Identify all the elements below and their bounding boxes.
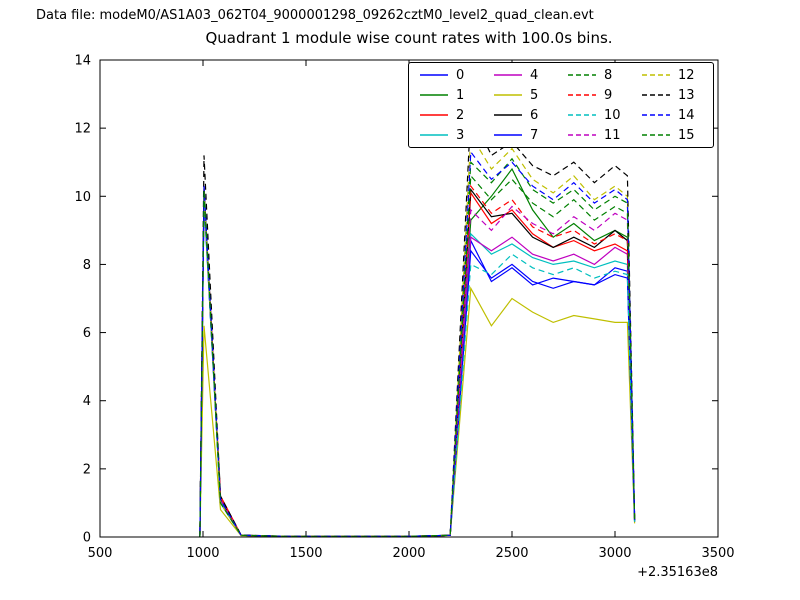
legend-item-3: 3 xyxy=(413,128,487,143)
legend-line-sample xyxy=(642,134,670,136)
legend-label: 4 xyxy=(530,67,539,83)
x-tick-label: 3000 xyxy=(598,546,631,561)
legend-item-5: 5 xyxy=(487,88,561,103)
x-axis-offset-label: +2.35163e8 xyxy=(637,565,718,580)
legend-line-sample xyxy=(420,134,448,136)
legend-line-sample xyxy=(568,114,596,116)
legend-label: 3 xyxy=(456,127,465,143)
legend-line-sample xyxy=(420,94,448,96)
data-file-label: Data file: modeM0/AS1A03_062T04_90000012… xyxy=(36,8,594,23)
legend-item-10: 10 xyxy=(561,108,635,123)
legend-line-sample xyxy=(494,114,522,116)
legend-item-8: 8 xyxy=(561,68,635,83)
legend-item-14: 14 xyxy=(635,108,709,123)
y-tick-label: 6 xyxy=(83,326,91,341)
legend-label: 8 xyxy=(604,67,613,83)
x-tick-label: 2500 xyxy=(495,546,528,561)
legend-line-sample xyxy=(568,134,596,136)
legend-line-sample xyxy=(494,74,522,76)
legend-item-4: 4 xyxy=(487,68,561,83)
y-tick-label: 4 xyxy=(83,394,91,409)
series-line-13 xyxy=(199,110,636,538)
x-tick-label: 1000 xyxy=(186,546,219,561)
x-tick-label: 3500 xyxy=(701,546,734,561)
legend-line-sample xyxy=(642,114,670,116)
legend-label: 15 xyxy=(678,127,695,143)
series-line-7 xyxy=(199,196,636,538)
legend-label: 11 xyxy=(604,127,621,143)
x-tick-label: 500 xyxy=(88,546,113,561)
legend-label: 9 xyxy=(604,87,613,103)
series-line-3 xyxy=(199,199,636,538)
legend-item-15: 15 xyxy=(635,128,709,143)
legend-item-2: 2 xyxy=(413,108,487,123)
legend-item-13: 13 xyxy=(635,88,709,103)
legend-label: 0 xyxy=(456,67,465,83)
legend-label: 12 xyxy=(678,67,695,83)
legend-label: 1 xyxy=(456,87,465,103)
x-tick-label: 1500 xyxy=(289,546,322,561)
legend-item-0: 0 xyxy=(413,68,487,83)
legend-line-sample xyxy=(568,74,596,76)
y-tick-label: 2 xyxy=(83,462,91,477)
y-tick-label: 14 xyxy=(74,54,91,69)
plot-frame xyxy=(99,59,719,538)
legend-label: 2 xyxy=(456,107,465,123)
legend-line-sample xyxy=(494,134,522,136)
series-line-1 xyxy=(199,167,636,538)
legend-label: 7 xyxy=(530,127,539,143)
legend-item-7: 7 xyxy=(487,128,561,143)
series-line-5 xyxy=(199,286,636,538)
series-line-6 xyxy=(199,186,636,538)
legend-item-1: 1 xyxy=(413,88,487,103)
legend-label: 10 xyxy=(604,107,621,123)
legend-label: 14 xyxy=(678,107,695,123)
series-line-10 xyxy=(199,196,636,538)
y-tick-label: 8 xyxy=(83,258,91,273)
series-line-4 xyxy=(199,196,636,538)
legend-line-sample xyxy=(642,94,670,96)
legend-line-sample xyxy=(568,94,596,96)
legend-line-sample xyxy=(642,74,670,76)
legend-item-9: 9 xyxy=(561,88,635,103)
legend-line-sample xyxy=(420,74,448,76)
series-line-8 xyxy=(199,157,636,538)
y-tick-label: 0 xyxy=(83,531,91,546)
y-tick-label: 10 xyxy=(74,190,91,205)
x-tick-label: 2000 xyxy=(392,546,425,561)
series-line-12 xyxy=(199,133,636,538)
legend-item-11: 11 xyxy=(561,128,635,143)
legend-item-6: 6 xyxy=(487,108,561,123)
legend-label: 13 xyxy=(678,87,695,103)
series-line-15 xyxy=(199,174,636,538)
legend-line-sample xyxy=(494,94,522,96)
series-line-2 xyxy=(199,189,636,538)
y-tick-label: 12 xyxy=(74,122,91,137)
series-line-14 xyxy=(199,150,636,538)
series-line-0 xyxy=(199,199,636,538)
chart-title: Quadrant 1 module wise count rates with … xyxy=(205,29,613,47)
legend-line-sample xyxy=(420,114,448,116)
legend: 0 1 2 3 4 5 6 7 8 9 10 11 12 13 14 15 xyxy=(408,62,714,148)
legend-item-12: 12 xyxy=(635,68,709,83)
legend-label: 5 xyxy=(530,87,539,103)
legend-label: 6 xyxy=(530,107,539,123)
